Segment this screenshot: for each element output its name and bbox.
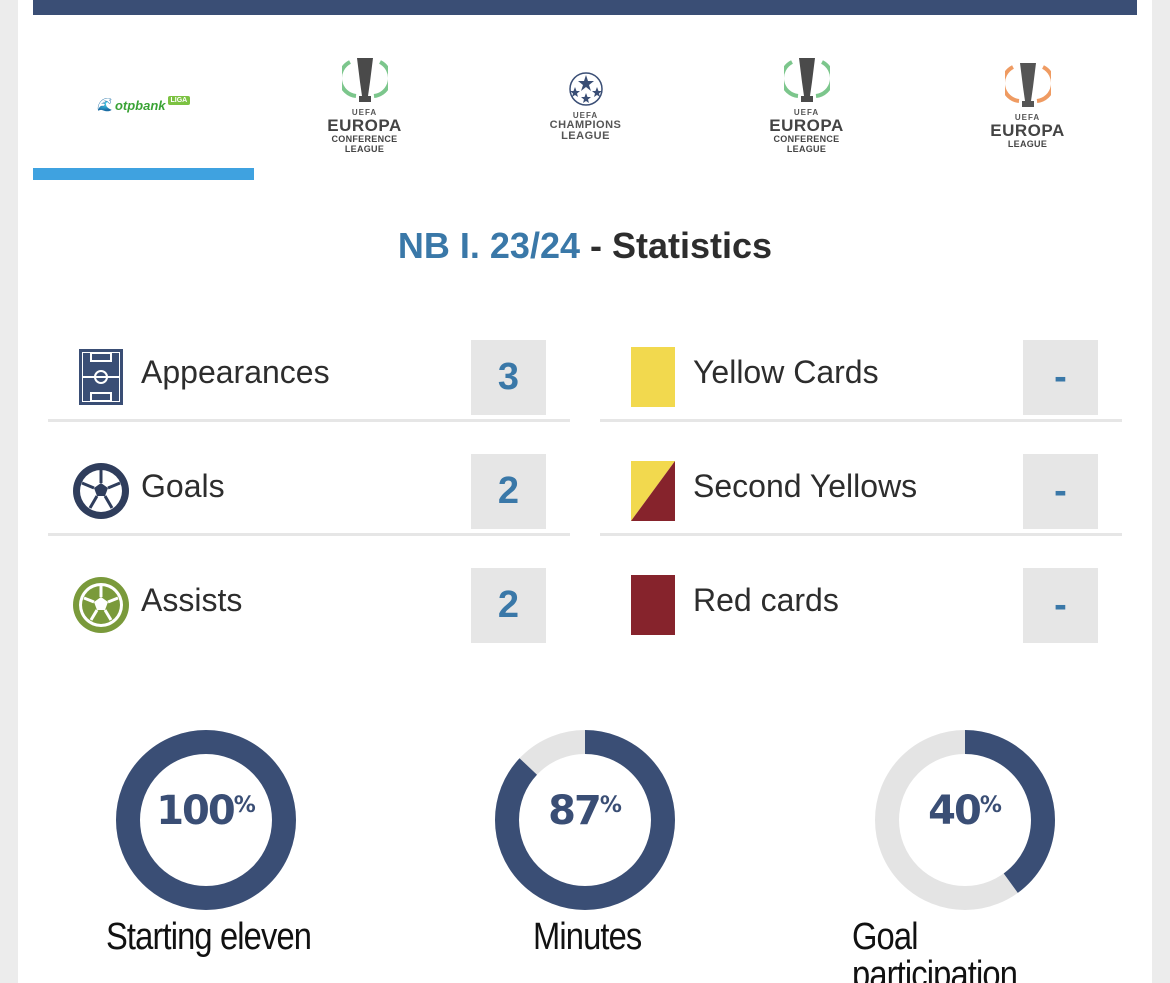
- stat-row-yellow-cards: Yellow Cards -: [600, 310, 1122, 422]
- assist-ball-icon: [70, 574, 132, 636]
- stat-value: -: [1023, 340, 1098, 415]
- tab-conference-league-1[interactable]: UEFA EUROPA CONFERENCE LEAGUE: [254, 40, 475, 180]
- title-label: Statistics: [612, 225, 773, 266]
- page-title: NB I. 23/24 - Statistics: [18, 225, 1152, 267]
- second-yellow-card-icon: [622, 460, 684, 522]
- stat-value: -: [1023, 454, 1098, 529]
- donut-minutes: 87%: [485, 720, 685, 920]
- uefa-champions-league-logo: UEFA CHAMPIONS LEAGUE: [475, 50, 696, 160]
- uefa-europa-league-logo: UEFA EUROPA LEAGUE: [917, 50, 1138, 160]
- donut-starting-eleven: 100%: [106, 720, 306, 920]
- ball-icon: [70, 460, 132, 522]
- stat-label: Yellow Cards: [693, 354, 879, 390]
- donut-chart: [116, 730, 296, 910]
- donut-chart: [495, 730, 675, 910]
- stat-value: 2: [471, 568, 546, 643]
- header-bar: [33, 0, 1137, 15]
- tab-otpbank-liga[interactable]: 🌊 otpbank LIGA: [33, 40, 254, 180]
- stat-value: 3: [471, 340, 546, 415]
- stat-row-goals: Goals 2: [48, 424, 570, 536]
- stat-label: Red cards: [693, 582, 839, 618]
- stat-row-appearances: Appearances 3: [48, 310, 570, 422]
- uefa-conference-league-logo: UEFA EUROPA CONFERENCE LEAGUE: [696, 50, 917, 160]
- donut-label: Starting eleven: [106, 916, 312, 958]
- stat-row-second-yellows: Second Yellows -: [600, 424, 1122, 536]
- stat-label: Appearances: [141, 354, 330, 390]
- tab-champions-league[interactable]: UEFA CHAMPIONS LEAGUE: [475, 40, 696, 180]
- active-tab-indicator: [33, 168, 254, 180]
- competition-tabs: 🌊 otpbank LIGA UEFA EUROPA CONFERENCE L: [33, 40, 1137, 180]
- pitch-icon: [70, 346, 132, 408]
- donut-chart: [875, 730, 1055, 910]
- yellow-card-icon: [622, 346, 684, 408]
- donut-arc: [495, 730, 675, 910]
- title-separator: -: [580, 225, 612, 266]
- donut-percentage: 87%: [548, 788, 622, 834]
- tab-europa-league[interactable]: UEFA EUROPA LEAGUE: [917, 40, 1138, 180]
- tab-conference-league-2[interactable]: UEFA EUROPA CONFERENCE LEAGUE: [696, 40, 917, 180]
- donut-arc: [875, 730, 1055, 910]
- trophy-icon: [1004, 63, 1051, 107]
- stat-value: -: [1023, 568, 1098, 643]
- donut-label: Goal participation: [852, 916, 1018, 983]
- donut-percentage: 40%: [928, 788, 1002, 834]
- statistics-card: 🌊 otpbank LIGA UEFA EUROPA CONFERENCE L: [18, 0, 1152, 983]
- starball-icon: [568, 71, 603, 106]
- trophy-icon: [783, 58, 830, 102]
- donut-goal-participation: 40%: [865, 720, 1065, 920]
- donut-arc: [116, 730, 296, 910]
- stat-row-red-cards: Red cards -: [600, 538, 1122, 650]
- season-label: NB I. 23/24: [397, 225, 580, 266]
- stat-label: Second Yellows: [693, 468, 918, 504]
- stat-row-assists: Assists 2: [48, 538, 570, 650]
- donut-label: Minutes: [533, 916, 642, 958]
- red-card-icon: [622, 574, 684, 636]
- stat-label: Goals: [141, 468, 225, 504]
- stat-label: Assists: [141, 582, 243, 618]
- trophy-icon: [341, 58, 388, 102]
- stat-value: 2: [471, 454, 546, 529]
- uefa-conference-league-logo: UEFA EUROPA CONFERENCE LEAGUE: [254, 50, 475, 160]
- donut-percentage: 100%: [156, 788, 256, 834]
- otpbank-liga-logo: 🌊 otpbank LIGA: [33, 50, 254, 160]
